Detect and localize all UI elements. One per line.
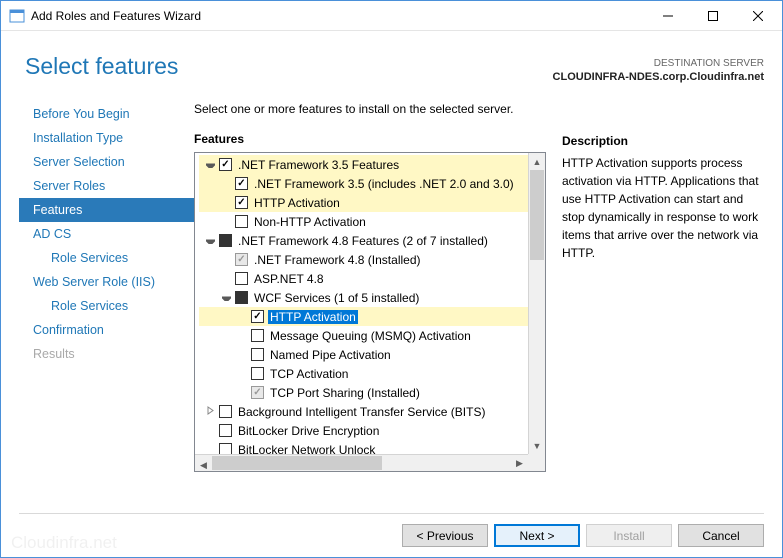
vertical-scrollbar[interactable]: ▲ ▼ xyxy=(528,153,545,454)
expand-icon[interactable] xyxy=(219,292,233,304)
feature-label[interactable]: HTTP Activation xyxy=(268,310,358,324)
window-title: Add Roles and Features Wizard xyxy=(31,9,645,23)
nav-item-results: Results xyxy=(19,342,194,366)
destination-block: DESTINATION SERVER CLOUDINFRA-NDES.corp.… xyxy=(553,57,764,84)
feature-label[interactable]: ASP.NET 4.8 xyxy=(252,272,326,286)
features-label: Features xyxy=(194,132,546,146)
nav-item-server-selection[interactable]: Server Selection xyxy=(19,150,194,174)
feature-checkbox[interactable] xyxy=(235,272,248,285)
feature-label[interactable]: BitLocker Drive Encryption xyxy=(236,424,381,438)
titlebar: Add Roles and Features Wizard xyxy=(1,1,782,31)
tree-row[interactable]: BitLocker Network Unlock xyxy=(199,440,528,454)
nav-item-confirmation[interactable]: Confirmation xyxy=(19,318,194,342)
tree-row[interactable]: BitLocker Drive Encryption xyxy=(199,421,528,440)
feature-checkbox[interactable] xyxy=(219,158,232,171)
close-button[interactable] xyxy=(735,1,780,30)
tree-row[interactable]: TCP Activation xyxy=(199,364,528,383)
description-text: HTTP Activation supports process activat… xyxy=(562,154,764,262)
feature-label[interactable]: BitLocker Network Unlock xyxy=(236,443,377,455)
tree-row[interactable]: HTTP Activation xyxy=(199,307,528,326)
tree-row[interactable]: Named Pipe Activation xyxy=(199,345,528,364)
features-tree-scroll[interactable]: .NET Framework 3.5 Features .NET Framewor… xyxy=(195,153,528,454)
tree-row[interactable]: HTTP Activation xyxy=(199,193,528,212)
wizard-nav: Before You BeginInstallation TypeServer … xyxy=(19,102,194,472)
install-button: Install xyxy=(586,524,672,547)
features-tree-container: .NET Framework 3.5 Features .NET Framewor… xyxy=(194,152,546,472)
scroll-left-icon[interactable]: ◀ xyxy=(195,457,212,472)
feature-label[interactable]: TCP Port Sharing (Installed) xyxy=(268,386,422,400)
tree-row[interactable]: Non-HTTP Activation xyxy=(199,212,528,231)
feature-label[interactable]: Background Intelligent Transfer Service … xyxy=(236,405,487,419)
feature-label[interactable]: Named Pipe Activation xyxy=(268,348,393,362)
minimize-button[interactable] xyxy=(645,1,690,30)
feature-label[interactable]: .NET Framework 3.5 (includes .NET 2.0 an… xyxy=(252,177,516,191)
feature-checkbox[interactable] xyxy=(235,196,248,209)
feature-checkbox[interactable] xyxy=(235,291,248,304)
scroll-up-icon[interactable]: ▲ xyxy=(529,153,545,170)
instruction-text: Select one or more features to install o… xyxy=(194,102,546,116)
page-title: Select features xyxy=(25,53,553,80)
expand-icon[interactable] xyxy=(203,406,217,418)
destination-server: CLOUDINFRA-NDES.corp.Cloudinfra.net xyxy=(553,70,764,84)
feature-checkbox[interactable] xyxy=(235,177,248,190)
cancel-button[interactable]: Cancel xyxy=(678,524,764,547)
scroll-thumb[interactable] xyxy=(530,170,544,260)
feature-label[interactable]: WCF Services (1 of 5 installed) xyxy=(252,291,421,305)
feature-label[interactable]: HTTP Activation xyxy=(252,196,342,210)
horizontal-scrollbar[interactable]: ◀ ▶ xyxy=(195,454,528,471)
feature-label[interactable]: .NET Framework 4.8 (Installed) xyxy=(252,253,423,267)
feature-checkbox[interactable] xyxy=(251,367,264,380)
nav-item-before-you-begin[interactable]: Before You Begin xyxy=(19,102,194,126)
tree-row[interactable]: Message Queuing (MSMQ) Activation xyxy=(199,326,528,345)
expand-icon[interactable] xyxy=(203,159,217,171)
maximize-button[interactable] xyxy=(690,1,735,30)
nav-item-ad-cs[interactable]: AD CS xyxy=(19,222,194,246)
scroll-right-icon[interactable]: ▶ xyxy=(511,455,528,472)
button-row: < Previous Next > Install Cancel xyxy=(19,513,764,547)
scroll-down-icon[interactable]: ▼ xyxy=(529,437,545,454)
feature-checkbox[interactable] xyxy=(219,234,232,247)
feature-label[interactable]: Message Queuing (MSMQ) Activation xyxy=(268,329,473,343)
feature-checkbox[interactable] xyxy=(235,215,248,228)
next-button[interactable]: Next > xyxy=(494,524,580,547)
tree-row[interactable]: .NET Framework 4.8 (Installed) xyxy=(199,250,528,269)
feature-checkbox[interactable] xyxy=(219,405,232,418)
description-label: Description xyxy=(562,134,764,148)
feature-checkbox[interactable] xyxy=(251,386,264,399)
tree-row[interactable]: .NET Framework 3.5 Features xyxy=(199,155,528,174)
features-tree: .NET Framework 3.5 Features .NET Framewor… xyxy=(195,153,528,454)
tree-row[interactable]: TCP Port Sharing (Installed) xyxy=(199,383,528,402)
tree-row[interactable]: .NET Framework 3.5 (includes .NET 2.0 an… xyxy=(199,174,528,193)
feature-checkbox[interactable] xyxy=(251,348,264,361)
watermark: Cloudinfra.net xyxy=(11,533,117,553)
nav-item-features[interactable]: Features xyxy=(19,198,194,222)
tree-row[interactable]: ASP.NET 4.8 xyxy=(199,269,528,288)
scroll-thumb-h[interactable] xyxy=(212,456,382,470)
feature-checkbox[interactable] xyxy=(235,253,248,266)
feature-label[interactable]: TCP Activation xyxy=(268,367,350,381)
tree-row[interactable]: WCF Services (1 of 5 installed) xyxy=(199,288,528,307)
feature-checkbox[interactable] xyxy=(219,443,232,454)
nav-item-web-server-role-iis-[interactable]: Web Server Role (IIS) xyxy=(19,270,194,294)
nav-item-installation-type[interactable]: Installation Type xyxy=(19,126,194,150)
nav-item-role-services[interactable]: Role Services xyxy=(19,246,194,270)
feature-checkbox[interactable] xyxy=(219,424,232,437)
tree-row[interactable]: .NET Framework 4.8 Features (2 of 7 inst… xyxy=(199,231,528,250)
feature-label[interactable]: .NET Framework 4.8 Features (2 of 7 inst… xyxy=(236,234,490,248)
feature-checkbox[interactable] xyxy=(251,310,264,323)
scroll-corner xyxy=(528,454,545,471)
nav-item-role-services[interactable]: Role Services xyxy=(19,294,194,318)
nav-item-server-roles[interactable]: Server Roles xyxy=(19,174,194,198)
feature-label[interactable]: Non-HTTP Activation xyxy=(252,215,368,229)
tree-row[interactable]: Background Intelligent Transfer Service … xyxy=(199,402,528,421)
app-icon xyxy=(9,8,25,24)
feature-label[interactable]: .NET Framework 3.5 Features xyxy=(236,158,401,172)
expand-icon[interactable] xyxy=(203,235,217,247)
feature-checkbox[interactable] xyxy=(251,329,264,342)
previous-button[interactable]: < Previous xyxy=(402,524,488,547)
destination-label: DESTINATION SERVER xyxy=(553,57,764,70)
